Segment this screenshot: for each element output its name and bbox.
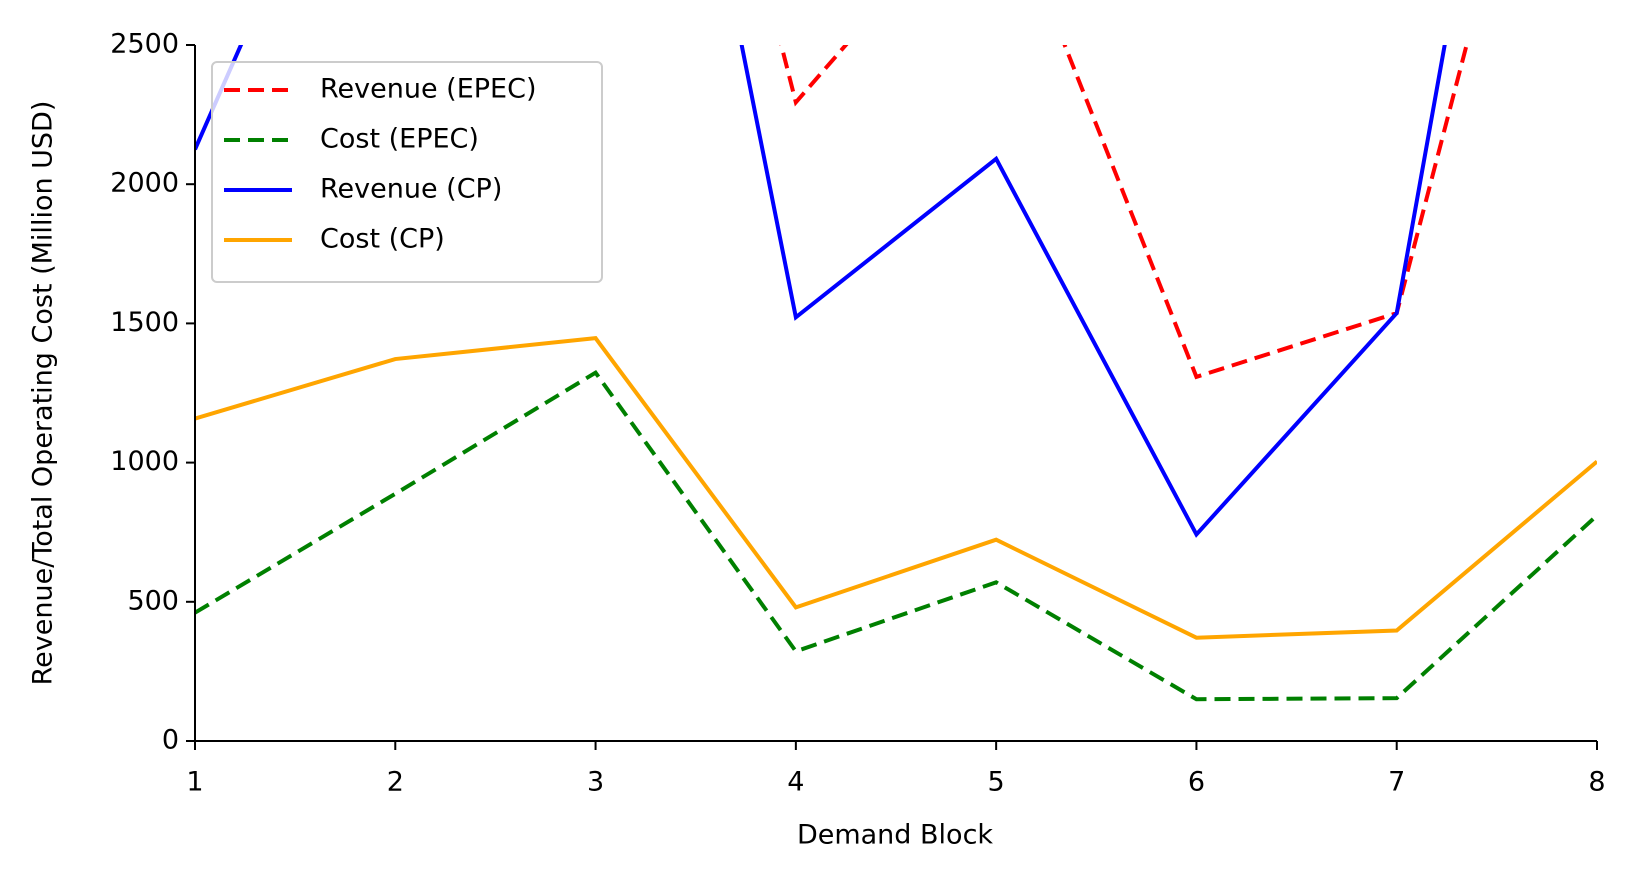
y-tick-label: 500	[127, 585, 179, 616]
series-line	[195, 370, 1597, 702]
legend-label: Cost (EPEC)	[320, 124, 479, 155]
plot-area	[195, 45, 1597, 702]
y-tick-label: 2000	[110, 168, 179, 199]
legend-label: Revenue (CP)	[320, 174, 502, 205]
x-tick-label: 6	[1188, 767, 1205, 798]
y-axis-label: Revenue/Total Operating Cost (Million US…	[28, 101, 59, 686]
x-tick-label: 5	[988, 767, 1005, 798]
legend-label: Revenue (EPEC)	[320, 74, 537, 105]
y-tick-label: 1500	[110, 307, 179, 338]
y-tick-label: 1000	[110, 446, 179, 477]
y-tick-label: 2500	[110, 29, 179, 60]
x-tick-label: 7	[1388, 767, 1405, 798]
series-line	[195, 45, 1447, 538]
y-tick-label: 0	[162, 725, 179, 756]
legend: Revenue (EPEC) Cost (EPEC) Revenue (CP) Cos…	[211, 61, 603, 283]
legend-label: Cost (CP)	[320, 224, 445, 255]
x-tick-label: 3	[587, 767, 604, 798]
x-tick-label: 4	[787, 767, 804, 798]
series-line	[195, 336, 1597, 640]
x-tick-label: 1	[186, 767, 203, 798]
legend-box	[211, 61, 603, 283]
x-tick-label: 2	[387, 767, 404, 798]
x-tick-label: 8	[1588, 767, 1605, 798]
x-axis-label: Demand Block	[797, 820, 993, 851]
